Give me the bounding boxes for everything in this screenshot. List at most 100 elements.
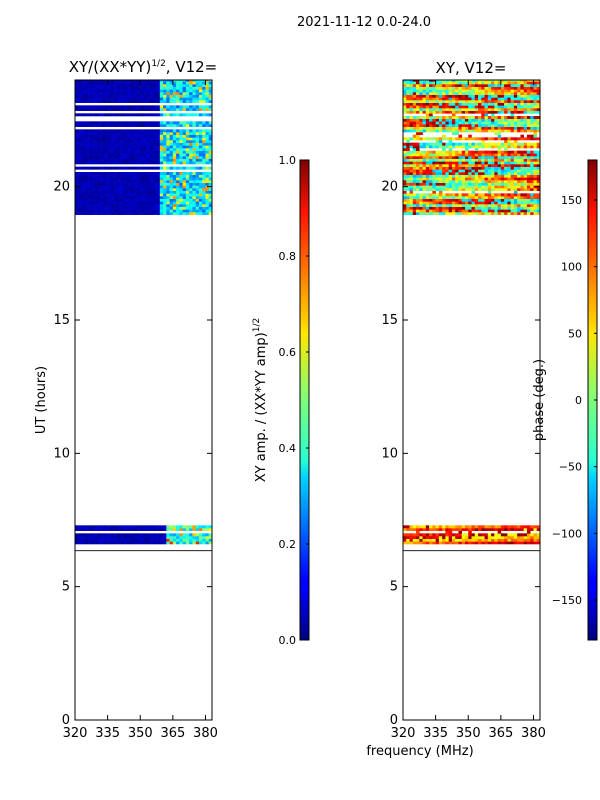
- phase-cell: [432, 145, 436, 149]
- amplitude-cell: [110, 158, 115, 162]
- phase-cell: [507, 84, 511, 87]
- phase-cell: [455, 536, 459, 539]
- amplitude-cell: [198, 148, 203, 151]
- amplitude-cell: [140, 153, 144, 157]
- phase-cell: [448, 118, 453, 122]
- amplitude-cell: [143, 145, 148, 149]
- phase-cell: [500, 528, 505, 531]
- phase-cell: [507, 538, 511, 542]
- phase-cell: [445, 174, 449, 178]
- phase-cell: [520, 169, 524, 173]
- amplitude-heatmap-cells: [75, 80, 212, 552]
- phase-cell: [507, 153, 511, 157]
- phase-cell: [461, 92, 466, 95]
- phase-cell: [442, 89, 446, 93]
- amplitude-cell: [133, 541, 138, 545]
- amplitude-cell: [163, 134, 167, 138]
- phase-cell: [419, 212, 423, 215]
- phase-cell: [504, 118, 508, 122]
- phase-cell: [425, 206, 430, 210]
- phase-cell: [435, 150, 440, 154]
- amplitude-cell: [104, 105, 108, 109]
- phase-cell: [435, 196, 440, 199]
- phase-cell: [461, 102, 466, 106]
- phase-cell: [464, 188, 469, 191]
- phase-cell: [530, 180, 534, 183]
- amplitude-cell: [172, 84, 177, 87]
- amplitude-cell: [166, 97, 170, 101]
- amplitude-cell: [202, 185, 206, 189]
- amplitude-cell: [84, 89, 89, 93]
- phase-cell: [481, 156, 485, 159]
- phase-cell: [429, 100, 433, 103]
- amplitude-cell: [117, 84, 121, 87]
- phase-cell: [487, 177, 492, 181]
- amplitude-cell: [81, 100, 86, 103]
- amplitude-cell: [101, 113, 105, 117]
- amplitude-cell: [159, 538, 164, 542]
- amplitude-cell: [179, 80, 183, 82]
- amplitude-cell: [117, 142, 121, 146]
- amplitude-cell: [192, 533, 196, 537]
- amplitude-cell: [117, 129, 121, 133]
- phase-cell: [468, 150, 472, 154]
- amplitude-cell: [127, 190, 131, 194]
- phase-cell: [471, 536, 476, 539]
- phase-cell: [406, 538, 410, 542]
- amplitude-cell: [146, 113, 151, 117]
- phase-cell: [530, 81, 534, 85]
- phase-cell: [484, 102, 489, 106]
- amplitude-cell: [110, 105, 115, 109]
- amplitude-cell: [166, 206, 170, 210]
- amplitude-cell: [192, 190, 196, 194]
- phase-cell: [536, 92, 540, 95]
- amplitude-cell: [153, 190, 157, 194]
- phase-cell: [481, 206, 485, 210]
- amplitude-cell: [120, 124, 125, 127]
- amplitude-cell: [153, 536, 157, 539]
- phase-cell: [487, 525, 492, 529]
- amplitude-cell: [84, 174, 89, 178]
- amplitude-cell: [172, 541, 177, 545]
- amplitude-cell: [208, 150, 212, 154]
- phase-cell: [536, 145, 540, 149]
- phase-cell: [520, 124, 524, 127]
- phase-cell: [520, 172, 524, 175]
- amplitude-cell: [81, 97, 86, 101]
- amplitude-cell: [195, 528, 200, 531]
- amplitude-cell: [88, 132, 92, 135]
- amplitude-cell: [101, 80, 105, 82]
- amplitude-cell: [202, 156, 206, 159]
- phase-cell: [487, 84, 492, 87]
- amplitude-cell: [163, 209, 167, 213]
- amplitude-cell: [176, 201, 180, 205]
- amplitude-cell: [172, 132, 177, 135]
- phase-cell: [526, 169, 531, 173]
- amplitude-cell: [179, 538, 183, 542]
- phase-cell: [445, 525, 449, 529]
- phase-cell: [520, 182, 524, 186]
- amplitude-cell: [91, 137, 95, 141]
- amplitude-cell: [156, 193, 161, 197]
- phase-cell: [478, 185, 482, 189]
- amplitude-cell: [195, 148, 200, 151]
- phase-cell: [484, 142, 489, 146]
- phase-cell: [520, 201, 524, 205]
- amplitude-cell: [153, 177, 157, 181]
- phase-cell: [464, 84, 469, 87]
- phase-cell: [445, 97, 449, 101]
- amplitude-cell: [189, 166, 193, 170]
- amplitude-cell: [114, 541, 118, 545]
- phase-cell: [419, 126, 423, 130]
- amplitude-cell: [91, 121, 95, 125]
- phase-cell: [474, 201, 479, 205]
- phase-cell: [533, 84, 538, 87]
- amplitude-cell: [202, 80, 206, 82]
- amplitude-cell: [166, 525, 170, 529]
- amplitude-cell: [88, 174, 92, 178]
- amplitude-cell: [159, 190, 164, 194]
- amplitude-cell: [150, 132, 154, 135]
- phase-cell: [491, 126, 495, 130]
- amplitude-cell: [159, 198, 164, 202]
- amplitude-cell: [117, 182, 121, 186]
